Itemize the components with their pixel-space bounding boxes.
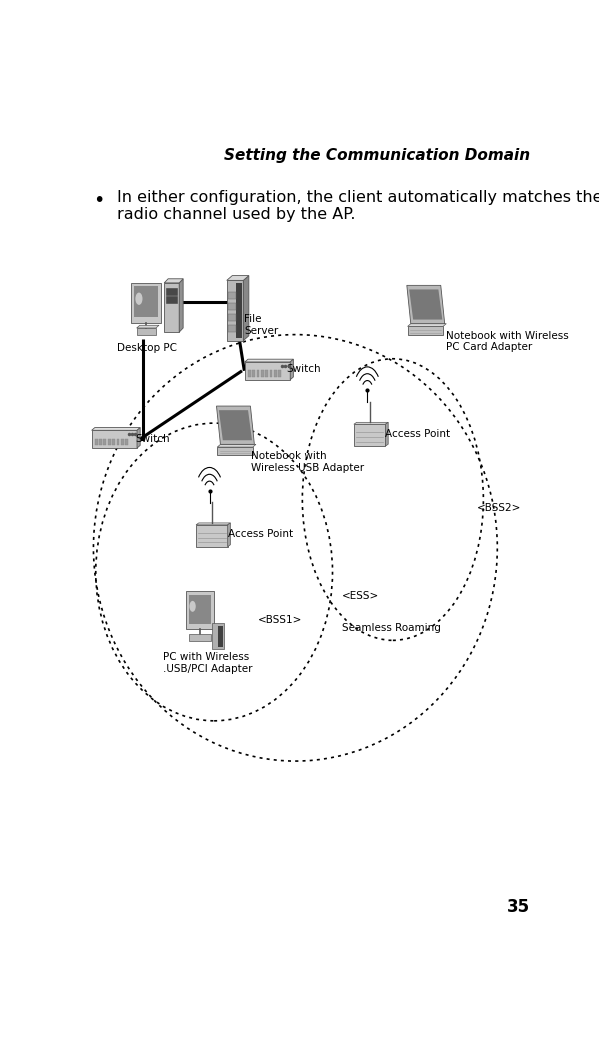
Text: •: • xyxy=(93,191,105,210)
Polygon shape xyxy=(219,411,252,440)
FancyBboxPatch shape xyxy=(212,624,224,649)
Text: File
Server: File Server xyxy=(244,315,279,336)
FancyBboxPatch shape xyxy=(228,314,236,321)
FancyBboxPatch shape xyxy=(121,439,123,445)
Text: Switch: Switch xyxy=(135,435,170,444)
Polygon shape xyxy=(196,522,231,525)
Text: radio channel used by the AP.: radio channel used by the AP. xyxy=(117,208,355,223)
FancyBboxPatch shape xyxy=(134,285,158,317)
Polygon shape xyxy=(92,427,140,431)
Polygon shape xyxy=(385,422,388,446)
Text: Switch: Switch xyxy=(286,365,320,374)
Text: Access Point: Access Point xyxy=(385,428,450,439)
Text: Access Point: Access Point xyxy=(228,529,293,539)
FancyBboxPatch shape xyxy=(164,283,179,332)
Polygon shape xyxy=(137,427,140,448)
FancyBboxPatch shape xyxy=(137,328,156,334)
Polygon shape xyxy=(164,279,183,283)
FancyBboxPatch shape xyxy=(407,326,443,334)
FancyBboxPatch shape xyxy=(131,283,161,323)
FancyBboxPatch shape xyxy=(245,362,291,379)
Text: <BSS1>: <BSS1> xyxy=(258,616,302,625)
Polygon shape xyxy=(245,359,294,362)
FancyBboxPatch shape xyxy=(236,283,243,338)
Polygon shape xyxy=(243,276,249,341)
FancyBboxPatch shape xyxy=(257,370,259,377)
Polygon shape xyxy=(409,289,442,320)
Text: Setting the Communication Domain: Setting the Communication Domain xyxy=(223,148,530,163)
Text: Notebook with Wireless
PC Card Adapter: Notebook with Wireless PC Card Adapter xyxy=(446,330,569,352)
FancyBboxPatch shape xyxy=(219,626,223,647)
FancyBboxPatch shape xyxy=(196,525,228,547)
Polygon shape xyxy=(407,324,446,326)
Polygon shape xyxy=(217,444,256,447)
Polygon shape xyxy=(227,276,249,280)
FancyBboxPatch shape xyxy=(252,370,255,377)
FancyBboxPatch shape xyxy=(112,439,115,445)
FancyBboxPatch shape xyxy=(248,370,251,377)
FancyBboxPatch shape xyxy=(166,296,177,303)
Text: PC with Wireless
.USB/PCI Adapter: PC with Wireless .USB/PCI Adapter xyxy=(163,652,253,674)
Text: <BSS2>: <BSS2> xyxy=(476,503,521,513)
FancyBboxPatch shape xyxy=(270,370,273,377)
FancyBboxPatch shape xyxy=(228,325,236,331)
FancyBboxPatch shape xyxy=(186,591,214,629)
FancyBboxPatch shape xyxy=(125,439,128,445)
Polygon shape xyxy=(179,279,183,332)
FancyBboxPatch shape xyxy=(116,439,119,445)
FancyBboxPatch shape xyxy=(104,439,106,445)
FancyBboxPatch shape xyxy=(108,439,111,445)
FancyBboxPatch shape xyxy=(217,447,253,456)
Text: Notebook with
Wireless USB Adapter: Notebook with Wireless USB Adapter xyxy=(252,451,364,473)
FancyBboxPatch shape xyxy=(354,424,385,446)
FancyBboxPatch shape xyxy=(228,303,236,309)
Text: Seamless Roaming: Seamless Roaming xyxy=(342,623,441,633)
Polygon shape xyxy=(228,522,231,547)
Polygon shape xyxy=(137,325,159,328)
FancyBboxPatch shape xyxy=(166,288,177,295)
FancyBboxPatch shape xyxy=(261,370,264,377)
Text: 35: 35 xyxy=(507,898,530,915)
FancyBboxPatch shape xyxy=(189,634,211,642)
Text: <ESS>: <ESS> xyxy=(342,591,379,601)
Polygon shape xyxy=(216,407,255,444)
Polygon shape xyxy=(407,285,444,324)
Polygon shape xyxy=(291,359,294,379)
FancyBboxPatch shape xyxy=(228,292,236,299)
FancyBboxPatch shape xyxy=(95,439,98,445)
FancyBboxPatch shape xyxy=(279,370,281,377)
FancyBboxPatch shape xyxy=(265,370,268,377)
Ellipse shape xyxy=(189,601,196,611)
FancyBboxPatch shape xyxy=(92,431,137,448)
FancyBboxPatch shape xyxy=(189,595,211,624)
FancyBboxPatch shape xyxy=(99,439,102,445)
Ellipse shape xyxy=(135,293,143,305)
Polygon shape xyxy=(354,422,388,424)
Text: In either configuration, the client automatically matches the: In either configuration, the client auto… xyxy=(117,190,599,205)
FancyBboxPatch shape xyxy=(274,370,277,377)
FancyBboxPatch shape xyxy=(227,280,243,341)
Text: Desktop PC: Desktop PC xyxy=(117,343,177,352)
